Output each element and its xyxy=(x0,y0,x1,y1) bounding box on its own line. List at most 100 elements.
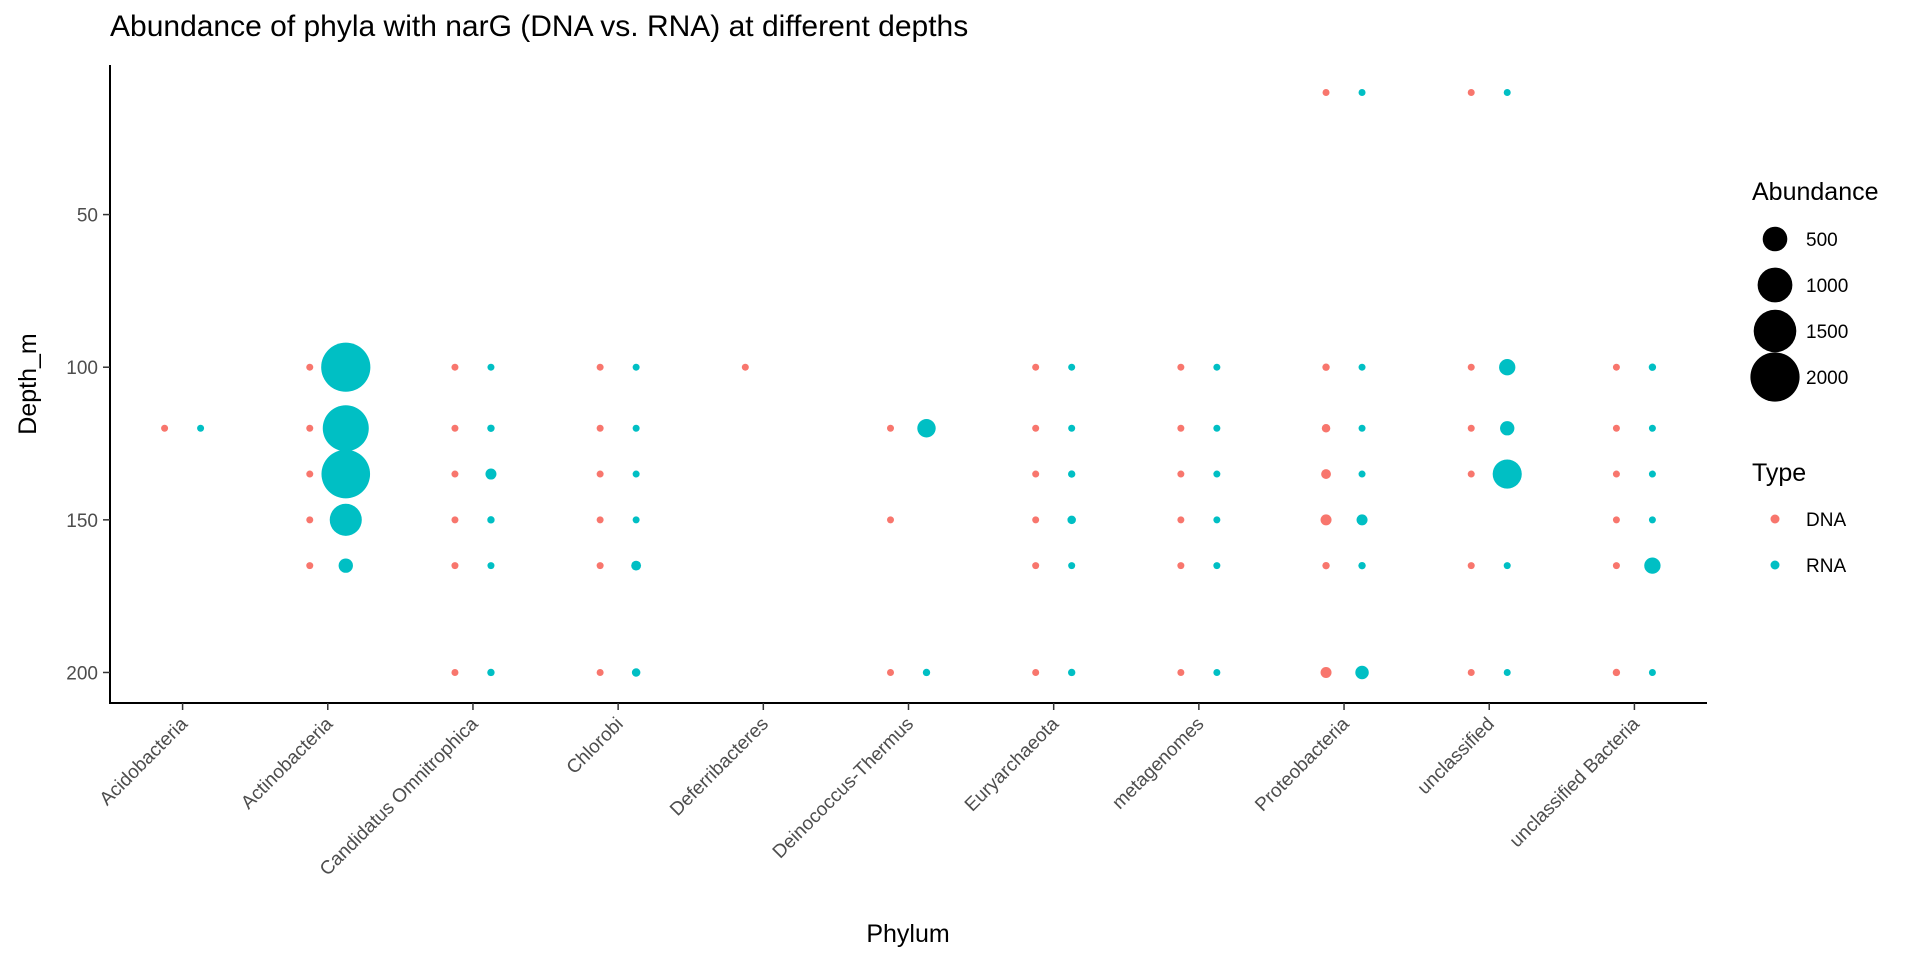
point-rna xyxy=(1503,88,1511,96)
point-dna xyxy=(1612,363,1620,371)
point-dna xyxy=(451,470,459,478)
chart-title: Abundance of phyla with narG (DNA vs. RN… xyxy=(110,10,969,43)
y-tick-label: 150 xyxy=(66,511,98,532)
point-rna xyxy=(487,424,495,432)
color-legend-symbol-dna xyxy=(1770,514,1780,524)
point-dna xyxy=(1320,666,1332,678)
point-dna xyxy=(306,470,314,478)
y-tick-label: 200 xyxy=(66,663,98,684)
point-rna xyxy=(1355,665,1369,680)
point-rna xyxy=(1644,557,1661,574)
point-rna xyxy=(329,503,362,536)
point-dna xyxy=(1177,668,1185,676)
point-rna xyxy=(487,562,495,570)
point-rna xyxy=(1068,562,1076,570)
point-dna xyxy=(1467,562,1475,570)
point-dna xyxy=(1467,88,1475,96)
point-rna xyxy=(1358,561,1366,570)
point-rna xyxy=(1492,459,1522,489)
point-dna xyxy=(1612,424,1620,432)
point-dna xyxy=(306,424,314,432)
point-rna xyxy=(338,558,353,573)
data-points xyxy=(161,88,1661,680)
point-rna xyxy=(1356,514,1368,526)
y-tick-label: 100 xyxy=(66,358,98,379)
point-rna xyxy=(1358,363,1366,371)
point-dna xyxy=(1032,470,1040,478)
point-rna xyxy=(485,468,497,480)
point-dna xyxy=(1467,363,1475,371)
point-rna xyxy=(487,516,495,524)
point-rna xyxy=(1213,516,1221,524)
point-rna xyxy=(487,363,495,371)
point-dna xyxy=(451,424,459,432)
point-dna xyxy=(1320,514,1332,526)
point-dna xyxy=(451,668,459,676)
point-rna xyxy=(1648,363,1657,371)
point-dna xyxy=(1467,470,1475,478)
point-dna xyxy=(1032,516,1040,524)
point-dna xyxy=(1032,562,1040,570)
point-dna xyxy=(596,470,604,478)
point-dna xyxy=(1321,469,1331,479)
size-legend-label: 2000 xyxy=(1806,368,1848,389)
point-dna xyxy=(306,363,314,371)
point-dna xyxy=(596,562,604,570)
x-tick-label: unclassified Bacteria xyxy=(1506,713,1644,851)
x-tick-label: metagenomes xyxy=(1108,714,1208,814)
size-legend-symbol xyxy=(1750,352,1800,402)
point-rna xyxy=(1213,562,1221,570)
point-rna xyxy=(1213,470,1221,478)
point-dna xyxy=(887,516,894,524)
x-tick-label: Candidatus Omnitrophica xyxy=(316,713,483,880)
point-dna xyxy=(451,363,459,371)
point-rna xyxy=(1213,668,1221,676)
point-rna xyxy=(321,342,371,392)
x-tick-label: Acidobacteria xyxy=(96,713,193,810)
point-dna xyxy=(887,668,894,676)
point-dna xyxy=(1612,668,1621,677)
point-rna xyxy=(1503,562,1511,570)
point-dna xyxy=(1322,363,1330,371)
point-rna xyxy=(917,419,936,438)
point-rna xyxy=(1358,424,1366,432)
point-rna xyxy=(1648,668,1656,676)
point-rna xyxy=(321,449,371,499)
y-tick-label: 50 xyxy=(77,206,98,227)
point-dna xyxy=(1612,470,1620,478)
point-rna xyxy=(1358,88,1366,96)
point-rna xyxy=(197,424,205,432)
point-rna xyxy=(1648,424,1656,432)
point-rna xyxy=(1503,668,1511,676)
point-dna xyxy=(1032,668,1040,676)
point-dna xyxy=(1322,88,1330,96)
point-dna xyxy=(451,516,459,524)
size-legend-symbol xyxy=(1762,226,1788,252)
point-rna xyxy=(631,560,642,571)
point-dna xyxy=(887,424,894,432)
point-rna xyxy=(1500,421,1515,436)
point-dna xyxy=(1612,562,1620,570)
point-dna xyxy=(161,424,169,432)
y-axis-ticks: 50 100 150 200 xyxy=(66,206,110,684)
point-rna xyxy=(632,516,640,524)
size-legend-symbol xyxy=(1757,267,1793,303)
point-rna xyxy=(487,668,495,677)
point-dna xyxy=(1177,470,1185,478)
size-legend-title: Abundance xyxy=(1752,178,1879,206)
point-dna xyxy=(596,363,604,371)
color-legend-label: RNA xyxy=(1806,556,1846,577)
size-legend-symbol xyxy=(1753,309,1797,353)
point-rna xyxy=(632,470,640,478)
point-dna xyxy=(306,516,314,524)
point-dna xyxy=(1322,561,1330,570)
point-rna xyxy=(1648,470,1656,478)
legend: Abundance 500 1000 1500 2000 Type DNA RNA xyxy=(1750,178,1879,577)
point-dna xyxy=(1177,363,1185,371)
x-tick-label: Proteobacteria xyxy=(1251,713,1354,816)
x-axis-title: Phylum xyxy=(866,920,949,948)
y-axis-title: Depth_m xyxy=(14,333,42,434)
point-dna xyxy=(1032,363,1040,371)
